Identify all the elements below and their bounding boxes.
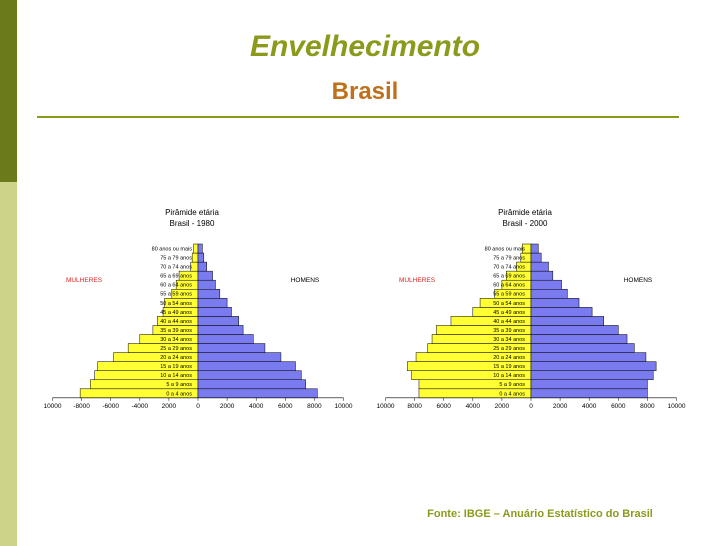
men-bar [530, 289, 568, 299]
age-group-label: 40 a 44 anos [160, 319, 192, 325]
age-group-label: 5 a 9 anos [166, 382, 192, 388]
age-group-label: 0 a 4 anos [166, 391, 192, 397]
men-bar [530, 307, 593, 317]
age-group-label: 60 a 64 anos [493, 283, 525, 289]
men-bar [530, 252, 542, 263]
age-group-label: 50 a 54 anos [160, 301, 192, 307]
x-tick-label: -4000 [131, 403, 148, 410]
slide-title: Envelhecimento [249, 30, 481, 63]
x-tick-label: -6000 [102, 403, 119, 410]
age-group-label: 65 a 69 anos [160, 274, 192, 280]
x-tick-label: 0 [529, 403, 533, 410]
slide-subtitle: Brasil [331, 78, 399, 105]
x-tick-label: 4000 [582, 403, 597, 410]
age-group-label: 40 a 44 anos [493, 319, 525, 325]
chart-title: Pirâmide etária [498, 208, 552, 217]
men-bar [530, 325, 619, 335]
men-bar [530, 352, 647, 362]
men-bar [530, 361, 657, 371]
x-tick-label: 6000 [436, 403, 451, 410]
age-group-label: 0 a 4 anos [499, 391, 525, 397]
men-bar [530, 243, 539, 254]
sidebar-dark-band [0, 0, 17, 182]
x-tick-label: 6000 [278, 403, 293, 410]
age-group-label: 80 anos ou mais [152, 246, 193, 252]
x-tick-label: 8000 [640, 403, 655, 410]
age-group-label: 55 a 59 anos [160, 292, 192, 298]
men-bar [530, 316, 604, 326]
title-divider [37, 116, 679, 118]
women-side-label: MULHERES [66, 277, 103, 284]
men-bar [197, 243, 203, 254]
age-group-label: 10 a 14 anos [493, 373, 525, 379]
men-bar [530, 388, 648, 399]
x-tick-label: 10000 [43, 403, 61, 410]
men-bar [530, 298, 580, 308]
age-group-label: 65 a 69 anos [493, 274, 525, 280]
age-group-label: 25 a 29 anos [160, 346, 192, 352]
men-bar [530, 334, 628, 344]
men-bar [530, 279, 562, 290]
x-tick-label: 2000 [553, 403, 568, 410]
age-group-label: 45 a 49 anos [160, 310, 192, 316]
x-tick-label: 6000 [611, 403, 626, 410]
x-tick-label: 10000 [667, 403, 685, 410]
chart-subtitle: Brasil - 2000 [503, 219, 548, 228]
x-tick-label: 4000 [466, 403, 481, 410]
age-group-label: 15 a 19 anos [493, 364, 525, 370]
x-tick-label: 2000 [495, 403, 510, 410]
x-tick-label: -8000 [73, 403, 90, 410]
age-group-label: 75 a 79 anos [160, 256, 192, 262]
age-group-label: 35 a 39 anos [160, 328, 192, 334]
x-tick-label: 10000 [334, 403, 352, 410]
chart-title: Pirâmide etária [165, 208, 219, 217]
chart-subtitle: Brasil - 1980 [170, 219, 215, 228]
men-bar [530, 370, 654, 381]
age-group-label: 25 a 29 anos [493, 346, 525, 352]
men-side-label: HOMENS [624, 277, 653, 284]
age-group-label: 75 a 79 anos [493, 256, 525, 262]
men-bar [530, 261, 549, 272]
age-group-label: 10 a 14 anos [160, 373, 192, 379]
age-group-label: 35 a 39 anos [493, 328, 525, 334]
x-tick-label: 10000 [376, 403, 394, 410]
men-bar [530, 343, 635, 353]
men-bar [530, 270, 554, 281]
age-group-label: 80 anos ou mais [485, 246, 526, 252]
age-group-label: 30 a 34 anos [493, 337, 525, 343]
x-tick-label: 2000 [162, 403, 177, 410]
age-group-label: 45 a 49 anos [493, 310, 525, 316]
x-tick-label: 2000 [220, 403, 235, 410]
age-group-label: 70 a 74 anos [493, 265, 525, 271]
age-group-label: 20 a 24 anos [160, 355, 192, 361]
age-group-label: 50 a 54 anos [493, 301, 525, 307]
sidebar-light-band [0, 182, 17, 546]
age-group-label: 5 a 9 anos [499, 382, 525, 388]
age-group-label: 30 a 34 anos [160, 337, 192, 343]
women-side-label: MULHERES [399, 277, 436, 284]
men-bar [530, 379, 648, 390]
x-tick-label: 0 [196, 403, 200, 410]
age-group-label: 60 a 64 anos [160, 283, 192, 289]
x-tick-label: 4000 [249, 403, 264, 410]
x-tick-label: 8000 [307, 403, 322, 410]
source-note: Fonte: IBGE – Anuário Estatístico do Bra… [427, 508, 653, 520]
men-side-label: HOMENS [291, 277, 320, 284]
age-group-label: 20 a 24 anos [493, 355, 525, 361]
x-tick-label: 8000 [407, 403, 422, 410]
age-group-label: 15 a 19 anos [160, 364, 192, 370]
age-group-label: 70 a 74 anos [160, 265, 192, 271]
age-group-label: 55 a 59 anos [493, 292, 525, 298]
